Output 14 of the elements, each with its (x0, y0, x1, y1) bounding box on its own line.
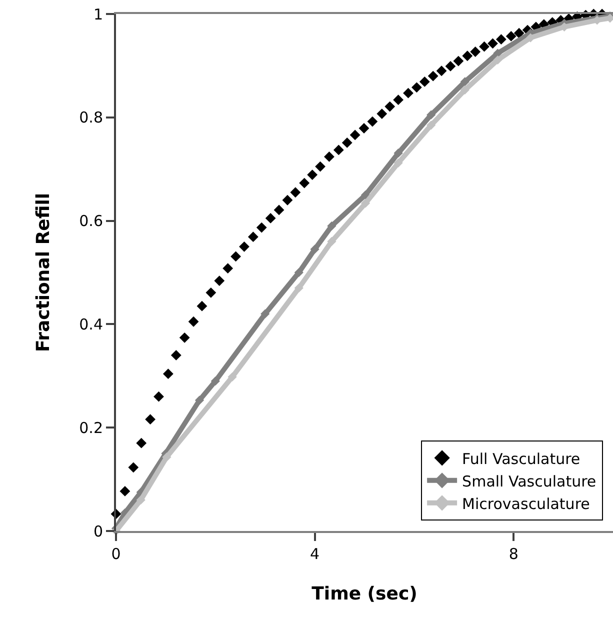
x-axis-title: Time (sec) (312, 584, 418, 605)
y-tick-label: 0 (93, 522, 103, 540)
x-tick-label: 4 (310, 545, 320, 563)
x-tick-label: 0 (111, 545, 121, 563)
y-tick-label: 1 (93, 5, 103, 24)
y-axis-title: Fractional Refill (32, 192, 54, 352)
legend-label: Full Vasculature (462, 450, 580, 468)
y-tick-label: 0.2 (79, 418, 103, 437)
y-tick-label: 0.6 (79, 212, 103, 230)
x-tick-label: 8 (508, 545, 518, 563)
legend-label: Microvasculature (462, 494, 590, 513)
legend-label: Small Vasculature (462, 472, 596, 490)
y-tick-label: 0.4 (79, 315, 103, 334)
y-tick-label: 0.8 (79, 108, 103, 127)
